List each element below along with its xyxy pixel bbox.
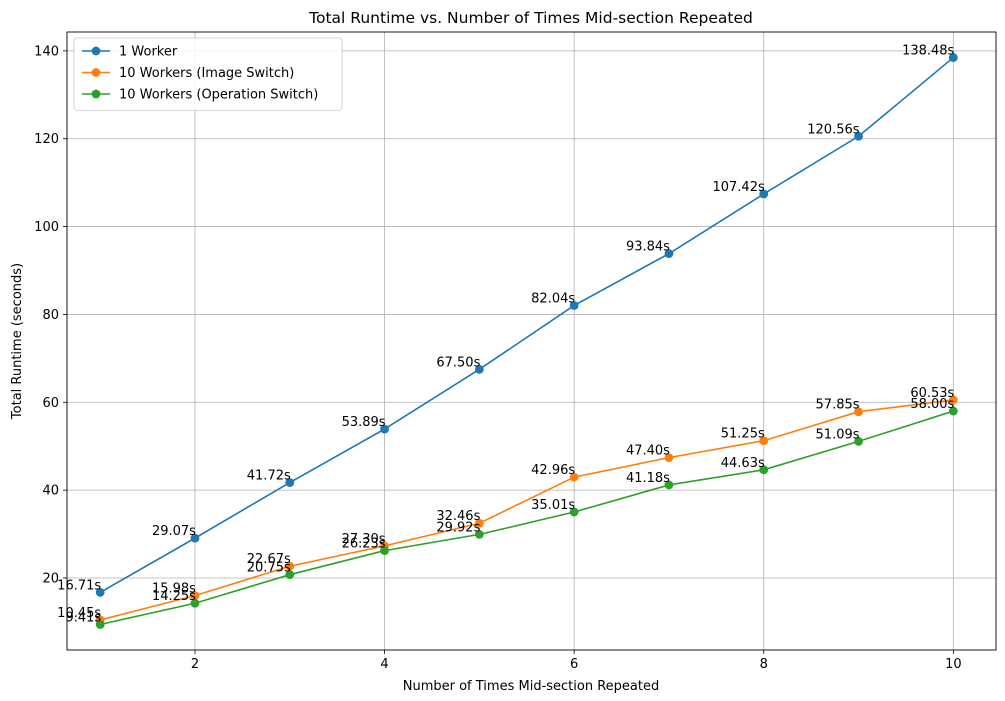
data-point (569, 301, 579, 310)
series-line (99, 56, 954, 594)
data-label: 20.75s (247, 561, 291, 576)
data-point (759, 465, 769, 475)
axis-ticks: 2 4 6 8 10 20 40 60 80 100 120 140 (34, 44, 961, 672)
y-axis-title: Total Runtime (seconds) (10, 263, 25, 420)
legend-swatch-marker (91, 89, 101, 99)
data-label: 51.25s (721, 427, 765, 442)
legend-label: 1 Worker (119, 45, 178, 60)
series-line (100, 410, 954, 626)
data-label: 9.41s (65, 610, 101, 625)
y-tick-label: 40 (42, 484, 59, 499)
data-point (854, 437, 863, 446)
data-label: 41.18s (626, 471, 670, 486)
data-point (854, 131, 863, 141)
data-point (854, 407, 863, 417)
series-1 (95, 53, 958, 597)
data-label: 10.45s (57, 606, 101, 621)
data-label: 53.89s (342, 415, 386, 430)
data-label: 41.72s (247, 469, 291, 484)
data-point (474, 518, 484, 528)
data-point (380, 546, 389, 556)
data-label: 120.56s (807, 122, 859, 137)
x-tick-label: 6 (570, 657, 578, 672)
data-label: 15.98s (152, 582, 196, 597)
data-point (948, 53, 958, 62)
data-point (380, 424, 389, 434)
legend-box (73, 37, 343, 111)
data-point (474, 529, 484, 539)
data-label: 58.00s (910, 397, 954, 412)
data-point (474, 364, 484, 374)
data-label: 82.04s (531, 291, 575, 306)
data-labels: 16.71s 29.07s 41.72s 53.89s 67.50s 82.04s 93.8… (57, 44, 954, 626)
series-3 (95, 406, 958, 629)
data-point (95, 620, 105, 629)
chart-title: Total Runtime vs. Number of Times Mid-se… (308, 9, 753, 27)
data-label: 138.48s (902, 44, 954, 59)
legend-swatch-marker (91, 68, 101, 77)
data-label: 14.25s (152, 589, 196, 604)
data-point (285, 478, 295, 487)
data-label: 26.23s (342, 537, 386, 552)
legend: 1 Worker 10 Workers (Image Switch) 10 Work… (73, 37, 343, 111)
data-label: 29.92s (436, 520, 480, 535)
data-label: 67.50s (436, 355, 480, 370)
y-tick-label: 80 (42, 308, 59, 323)
data-label: 60.53s (910, 386, 954, 401)
x-tick-label: 4 (380, 657, 388, 672)
y-tick-label: 100 (34, 220, 59, 235)
data-label: 16.71s (57, 578, 101, 593)
data-label: 32.46s (436, 509, 480, 524)
y-tick-label: 20 (42, 571, 59, 586)
data-label: 47.40s (626, 444, 670, 459)
data-label: 57.85s (816, 398, 860, 413)
data-label: 107.42s (712, 180, 764, 195)
data-point (664, 453, 674, 463)
series-line (99, 399, 954, 621)
data-label: 27.30s (342, 532, 386, 547)
x-tick-label: 2 (191, 657, 199, 672)
data-label: 51.09s (816, 427, 860, 442)
data-point (285, 570, 295, 580)
data-point (664, 480, 674, 490)
data-point (190, 591, 200, 601)
data-point (759, 436, 769, 446)
data-label: 29.07s (152, 524, 196, 539)
x-axis-title: Number of Times Mid-section Repeated (403, 679, 659, 694)
legend-label: 10 Workers (Image Switch) (119, 66, 294, 81)
data-point (95, 588, 105, 597)
data-point (664, 249, 674, 259)
data-point (569, 472, 579, 482)
data-point (948, 395, 958, 405)
y-tick-label: 120 (34, 132, 59, 147)
data-label: 22.67s (247, 552, 291, 567)
series-layer (95, 53, 958, 629)
data-point (948, 406, 958, 416)
data-label: 42.96s (531, 463, 575, 478)
legend-swatch-marker (91, 46, 101, 56)
plot-frame (66, 31, 997, 651)
legend-label: 10 Workers (Operation Switch) (119, 88, 318, 103)
data-point (285, 561, 295, 571)
data-point (190, 598, 200, 608)
data-label: 35.01s (531, 498, 575, 513)
y-tick-label: 60 (42, 396, 59, 411)
data-point (759, 189, 769, 199)
data-label: 93.84s (626, 240, 670, 255)
x-tick-label: 8 (760, 657, 768, 672)
data-point (569, 507, 579, 517)
legend-item: 1 Worker (82, 45, 178, 60)
legend-item: 10 Workers (Operation Switch) (82, 88, 318, 103)
data-label: 44.63s (721, 456, 765, 471)
data-point (190, 533, 200, 543)
y-tick-label: 140 (34, 44, 59, 59)
legend-item: 10 Workers (Image Switch) (82, 66, 294, 81)
x-tick-label: 10 (945, 657, 962, 672)
